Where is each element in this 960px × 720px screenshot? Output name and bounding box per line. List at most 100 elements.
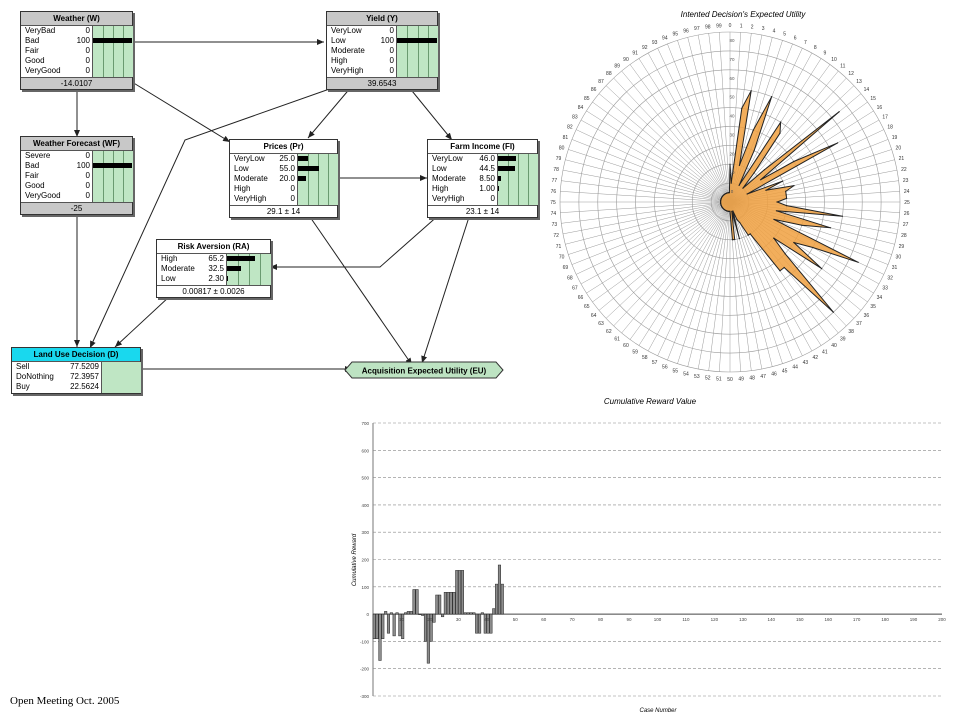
- bar: [497, 564, 502, 615]
- state-list: VeryLow 0 Low 100 Moderate 0 High 0 VeryHigh 0: [327, 26, 438, 77]
- state-value: 0: [490, 194, 495, 203]
- state-value: 25.0: [279, 154, 295, 163]
- radar-category-label: 86: [591, 87, 597, 93]
- state-row[interactable]: High 0: [327, 56, 437, 66]
- state-row[interactable]: Low 100: [327, 36, 437, 46]
- radar-point: [773, 237, 775, 239]
- bar-y-tick-label: 100: [361, 585, 369, 590]
- node-weather[interactable]: Weather (W) VeryBad 0 Bad 100 Fair 0 Good 0 Very…: [20, 11, 133, 90]
- radar-category-label: 35: [870, 304, 876, 310]
- node-risk-aversion[interactable]: Risk Aversion (RA) High 65.2 Moderate 32.5 L…: [156, 239, 271, 298]
- state-row[interactable]: VeryGood 0: [21, 191, 132, 201]
- belief-gridline: [249, 254, 250, 285]
- state-row[interactable]: VeryHigh 0: [230, 194, 337, 204]
- belief-bar: [298, 156, 308, 161]
- node-title: Farm Income (FI): [428, 140, 537, 154]
- state-row[interactable]: VeryHigh 0: [327, 66, 437, 76]
- node-land-use-decision[interactable]: Land Use Decision (D) Sell 77.5209 DoNothi…: [11, 347, 141, 394]
- state-row[interactable]: Moderate 8.50: [428, 174, 537, 184]
- state-row[interactable]: Bad 100: [21, 36, 132, 46]
- bar-x-tick-label: 80: [598, 617, 604, 622]
- radar-spoke: [647, 201, 731, 352]
- belief-bar: [498, 176, 502, 181]
- state-row[interactable]: High 65.2: [157, 254, 270, 264]
- state-label: Bad: [25, 36, 40, 45]
- state-row[interactable]: Moderate 32.5: [157, 264, 270, 274]
- state-row[interactable]: Low 44.5: [428, 164, 537, 174]
- node-expected-value: 23.1 ± 14: [428, 205, 537, 217]
- radar-category-label: 61: [614, 336, 620, 342]
- state-value: 100: [76, 36, 90, 45]
- state-value: 32.5: [208, 264, 224, 273]
- node-prices[interactable]: Prices (Pr) VeryLow 25.0 Low 55.0 Moderate 20…: [229, 139, 338, 218]
- belief-gridline: [508, 154, 509, 205]
- state-row[interactable]: Fair 0: [21, 171, 132, 181]
- radar-category-label: 22: [901, 167, 907, 173]
- state-row[interactable]: High 1.00: [428, 184, 537, 194]
- state-value: 0: [85, 56, 90, 65]
- state-row[interactable]: VeryLow 25.0: [230, 154, 337, 164]
- belief-gridline: [318, 154, 319, 205]
- state-row[interactable]: Fair 0: [21, 46, 132, 56]
- radar-category-label: 68: [567, 275, 573, 281]
- radar-category-label: 21: [899, 156, 905, 162]
- radar-category-label: 79: [556, 156, 562, 162]
- bar: [384, 611, 388, 615]
- state-row[interactable]: VeryLow 46.0: [428, 154, 537, 164]
- bar-y-tick-label: -200: [360, 667, 370, 672]
- state-row[interactable]: Bad 100: [21, 161, 132, 171]
- link-weather-prices: [131, 81, 231, 143]
- radar-point: [780, 121, 782, 123]
- bar-chart-title: Cumulative Reward Value: [604, 397, 697, 406]
- radar-category-label: 47: [760, 374, 766, 380]
- state-row[interactable]: Good 0: [21, 56, 132, 66]
- radar-category-label: 6: [794, 35, 797, 41]
- radar-spoke: [592, 101, 731, 203]
- state-row[interactable]: Good 0: [21, 181, 132, 191]
- bar: [495, 583, 499, 615]
- state-label: High: [234, 184, 251, 193]
- radar-point: [760, 179, 762, 181]
- radar-category-label: 84: [578, 105, 584, 111]
- bar: [438, 594, 442, 615]
- state-row[interactable]: VeryHigh 0: [428, 194, 537, 204]
- state-row[interactable]: Low 2.30: [157, 274, 270, 284]
- state-row[interactable]: Severe 0: [21, 151, 132, 161]
- radar-category-label: 18: [887, 125, 893, 131]
- radar-ring-label: 20: [729, 151, 735, 156]
- bar: [401, 613, 405, 639]
- state-row[interactable]: High 0: [230, 184, 337, 194]
- bar: [375, 613, 379, 639]
- radar-point: [793, 160, 795, 163]
- radar-point: [775, 210, 778, 212]
- bar: [443, 592, 447, 615]
- node-farm-income[interactable]: Farm Income (FI) VeryLow 46.0 Low 44.5 Moder…: [427, 139, 538, 218]
- bar-x-tick-label: 200: [938, 617, 946, 622]
- state-row[interactable]: Moderate 0: [327, 46, 437, 56]
- radar-spoke: [568, 149, 731, 203]
- node-acquisition-utility[interactable]: Acquisition Expected Utility (EU): [344, 361, 504, 379]
- node-yield[interactable]: Yield (Y) VeryLow 0 Low 100 Moderate 0 High 0 Ve…: [326, 11, 438, 90]
- state-row[interactable]: Sell 77.5209: [12, 362, 140, 372]
- radar-category-labels: 0 1 2 3 456789101112131415161718192021222324…: [550, 23, 910, 383]
- radar-category-label: 94: [662, 35, 668, 41]
- radar-category-label: 72: [553, 233, 559, 239]
- state-row[interactable]: VeryLow 0: [327, 26, 437, 36]
- radar-spoke: [605, 85, 731, 203]
- state-row[interactable]: DoNothing 72.3957: [12, 372, 140, 382]
- state-label: VeryHigh: [234, 194, 267, 203]
- bar: [386, 613, 391, 634]
- state-value: 20.0: [279, 174, 295, 183]
- radar-spoke: [629, 64, 731, 203]
- bar: [404, 612, 408, 615]
- state-row[interactable]: VeryGood 0: [21, 66, 132, 76]
- state-row[interactable]: VeryBad 0: [21, 26, 132, 36]
- node-weather-forecast[interactable]: Weather Forecast (WF) Severe 0 Bad 100 Fair 0…: [20, 136, 133, 215]
- bar-x-tick-label: 90: [627, 617, 633, 622]
- state-row[interactable]: Moderate 20.0: [230, 174, 337, 184]
- state-row[interactable]: Buy 22.5624: [12, 382, 140, 392]
- state-row[interactable]: Low 55.0: [230, 164, 337, 174]
- radar-category-label: 45: [782, 368, 788, 374]
- state-label: Good: [25, 56, 45, 65]
